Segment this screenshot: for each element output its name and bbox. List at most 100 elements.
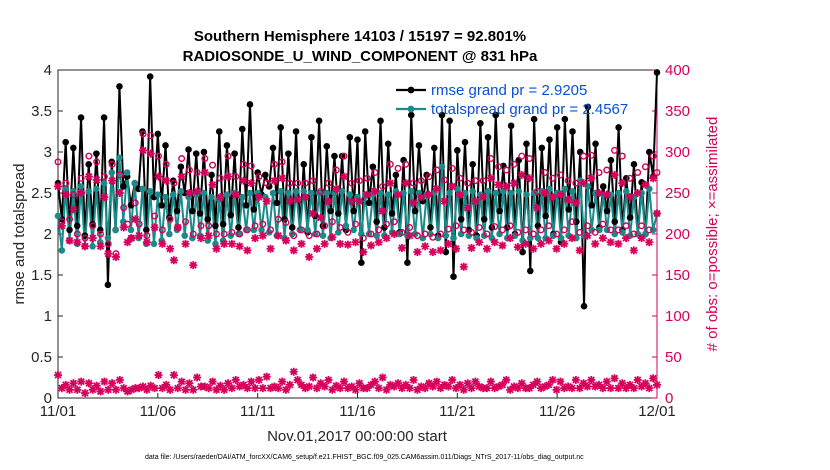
obs-possible-point — [154, 152, 162, 160]
totalspread-point — [181, 232, 189, 239]
obs-possible-point — [375, 226, 383, 234]
obs-assimilated-point — [96, 242, 105, 251]
obs-possible-point — [81, 234, 89, 242]
obs-assimilated-point — [610, 374, 619, 383]
obs-possible-point — [340, 152, 348, 160]
obs-possible-point — [553, 230, 561, 238]
obs-possible-point — [460, 226, 468, 234]
obs-assimilated-point — [189, 261, 198, 270]
obs-assimilated-point — [193, 373, 202, 382]
obs-assimilated-point — [467, 384, 476, 393]
obs-assimilated-point — [351, 238, 360, 247]
obs-assimilated-point — [552, 244, 561, 253]
obs-possible-point — [437, 230, 445, 238]
rmse-point — [542, 212, 549, 220]
legend-item-spread: totalspread grand pr = 2.4567 — [396, 101, 628, 118]
obs-assimilated-point — [189, 385, 198, 394]
obs-possible-point — [533, 187, 541, 195]
obs-assimilated-point — [567, 234, 576, 243]
obs-assimilated-point — [57, 221, 66, 230]
obs-assimilated-point — [177, 172, 186, 181]
totalspread-point — [515, 188, 523, 195]
obs-possible-point — [85, 152, 93, 160]
obs-assimilated-point — [587, 174, 596, 183]
rmse-point — [143, 226, 150, 234]
obs-assimilated-point — [598, 384, 607, 393]
totalspread-point — [77, 183, 85, 190]
obs-possible-point — [166, 215, 174, 223]
obs-assimilated-point — [92, 381, 101, 390]
obs-possible-point — [325, 179, 333, 187]
obs-assimilated-point — [301, 193, 310, 202]
obs-assimilated-point — [108, 379, 117, 388]
obs-assimilated-point — [587, 375, 596, 384]
obs-assimilated-point — [220, 239, 229, 248]
obs-assimilated-point — [482, 384, 491, 393]
rmse-point — [239, 125, 246, 133]
obs-assimilated-point — [548, 193, 557, 202]
rmse-point — [469, 161, 476, 168]
obs-possible-point — [572, 179, 580, 187]
rmse-point — [430, 144, 438, 152]
rmse-point — [235, 224, 242, 231]
obs-possible-point — [220, 230, 228, 238]
obs-assimilated-point — [235, 242, 244, 251]
obs-possible-point — [108, 160, 116, 168]
rmse-point — [70, 144, 77, 152]
rmse-point — [534, 222, 542, 230]
obs-possible-point — [402, 160, 410, 168]
y-tick-label-left: 3.5 — [31, 103, 52, 120]
rmse-point — [315, 117, 323, 125]
rmse-point — [273, 199, 281, 207]
totalspread-point — [365, 230, 373, 238]
obs-assimilated-point — [61, 190, 70, 199]
obs-possible-point — [576, 228, 584, 236]
obs-assimilated-point — [606, 384, 615, 393]
obs-possible-point — [232, 173, 240, 181]
x-tick-label: 11/26 — [539, 403, 575, 420]
rmse-point — [250, 206, 258, 213]
rmse-point — [377, 117, 384, 125]
rmse-point — [204, 215, 212, 223]
obs-possible-point — [479, 177, 487, 185]
obs-assimilated-point — [614, 239, 623, 248]
rmse-point — [77, 114, 85, 121]
rmse-point — [223, 142, 231, 149]
totalspread-point — [300, 188, 308, 195]
obs-assimilated-point — [231, 375, 240, 384]
obs-assimilated-point — [486, 377, 495, 386]
rmse-point — [288, 224, 296, 231]
legend-label: totalspread grand pr = 2.4567 — [431, 101, 628, 118]
obs-assimilated-point — [146, 149, 155, 158]
rmse-point — [607, 156, 615, 164]
totalspread-point — [304, 226, 311, 234]
obs-assimilated-point — [54, 182, 62, 191]
rmse-point — [526, 267, 534, 275]
obs-assimilated-point — [382, 385, 391, 394]
x-tick-label: 11/11 — [240, 403, 275, 420]
obs-possible-point — [77, 174, 85, 182]
obs-possible-point — [116, 171, 124, 179]
totalspread-point — [550, 232, 557, 239]
x-tick-label: 11/06 — [140, 403, 176, 420]
totalspread-point — [384, 191, 392, 198]
obs-possible-point — [386, 160, 394, 168]
obs-assimilated-point — [316, 213, 325, 222]
obs-assimilated-point — [181, 385, 190, 394]
obs-assimilated-point — [216, 193, 225, 202]
obs-assimilated-point — [247, 377, 256, 386]
obs-possible-point — [239, 160, 247, 168]
obs-possible-point — [228, 228, 236, 236]
totalspread-point — [507, 189, 515, 197]
obs-assimilated-point — [274, 384, 283, 393]
obs-assimilated-point — [282, 236, 291, 245]
totalspread-point — [112, 226, 119, 234]
obs-possible-point — [247, 162, 255, 170]
obs-assimilated-point — [633, 189, 642, 197]
totalspread-point — [500, 188, 507, 195]
rmse-point — [66, 226, 73, 234]
obs-possible-point — [525, 155, 533, 163]
obs-assimilated-point — [139, 146, 148, 155]
rmse-point — [457, 215, 465, 223]
obs-assimilated-point — [537, 239, 546, 248]
